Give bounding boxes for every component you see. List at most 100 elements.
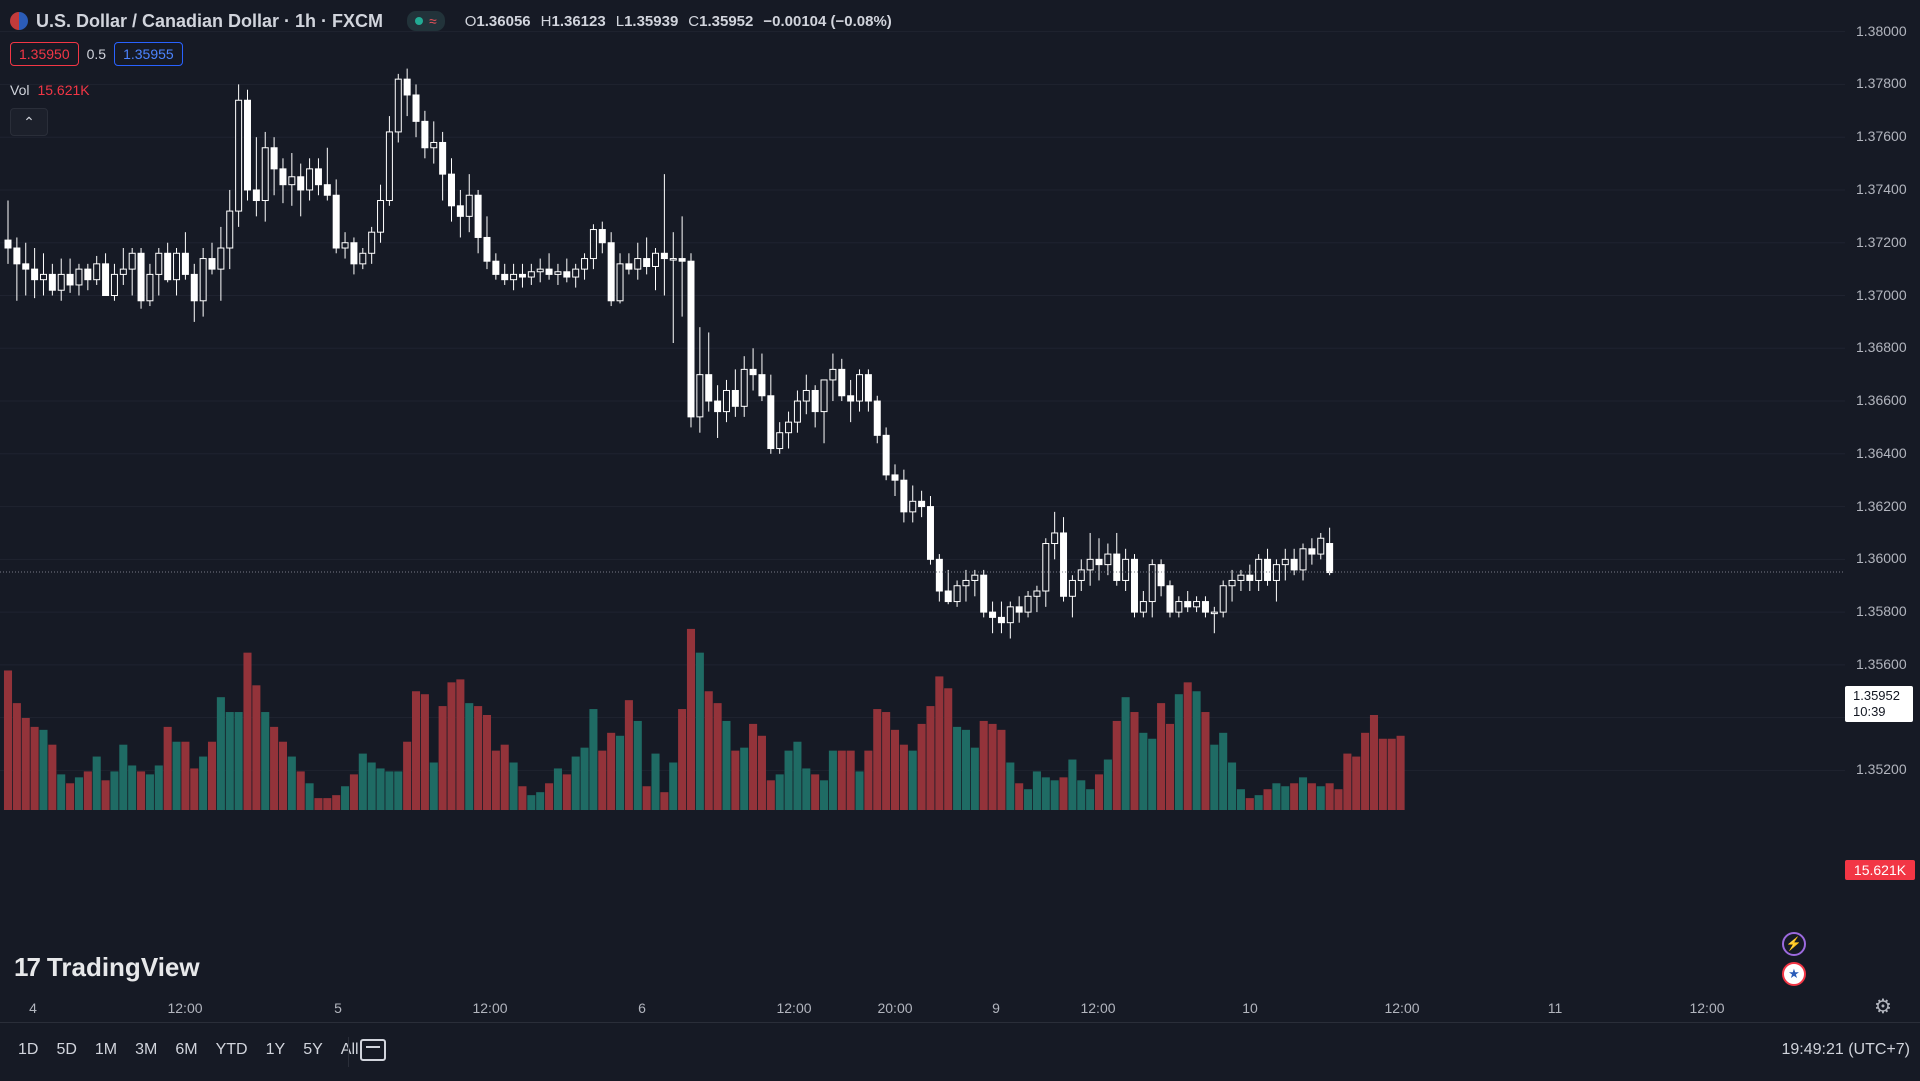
volume-bar [500,744,509,810]
volume-bar [420,694,429,810]
candle [1326,527,1334,576]
range-button-5y[interactable]: 5Y [303,1041,323,1058]
candle [722,379,730,423]
candle-body-up [39,273,47,281]
range-button-5d[interactable]: 5D [56,1041,77,1058]
volume-bar [465,703,474,810]
candle [226,189,234,270]
candle [368,226,376,264]
candle [385,116,393,206]
candle-body-down [350,242,358,265]
candle [714,385,722,438]
candle [1228,569,1236,602]
volume-bar [1086,789,1095,810]
candle [997,601,1005,634]
candle [1042,538,1050,607]
range-button-1y[interactable]: 1Y [265,1041,286,1058]
volume-bar [571,756,580,810]
buy-price-button[interactable]: 1.35955 [114,42,183,66]
candle [616,253,624,304]
candle-body-down [643,258,651,267]
candle-body-down [882,434,890,476]
candle-body-up [173,252,181,281]
volume-bar [225,712,234,810]
candle-body-up [119,268,127,275]
symbol-title[interactable]: U.S. Dollar / Canadian Dollar · 1h · FXC… [36,10,384,31]
volume-bar [216,697,225,810]
volume-bar [1316,786,1325,810]
volume-bar [917,723,926,810]
candle-body-down [483,236,491,262]
range-button-ytd[interactable]: YTD [215,1041,248,1058]
candle [882,427,890,481]
candle-body-down [944,590,952,603]
candle-body-up [971,574,979,581]
range-button-all[interactable]: All [340,1041,359,1058]
volume-bar [908,750,917,810]
volume-bar [1396,735,1405,810]
candle-body-up [1033,590,1041,597]
collapse-legend-button[interactable]: ⌃ [10,108,48,136]
candle-body-up [1255,558,1263,581]
candle-body-up [261,147,269,202]
toolbar-separator [348,1037,349,1067]
volume-bar [154,765,163,810]
time-tick-label: 9 [992,1000,1000,1016]
volume-bar [456,679,465,810]
candle-body-down [518,273,526,278]
candle [518,263,526,288]
range-button-1m[interactable]: 1M [94,1041,118,1058]
candle-body-down [13,247,21,265]
us-flag-event-icon[interactable]: ★ [1782,962,1806,986]
candle [1166,580,1174,618]
volume-bar [1121,697,1130,810]
candle [261,131,269,222]
go-to-date-calendar-icon[interactable] [360,1039,386,1061]
lightning-icon[interactable]: ⚡ [1782,932,1806,956]
market-status-indicator[interactable]: ≈ [407,11,445,31]
range-button-3m[interactable]: 3M [135,1041,158,1058]
volume-bar [518,786,527,810]
candle [669,232,677,343]
volume-bar [447,682,456,810]
volume-bar [128,765,137,810]
volume-bar [12,703,21,810]
time-tick-label: 5 [334,1000,342,1016]
time-tick-label: 12:00 [167,1000,203,1016]
time-tick-label: 12:00 [776,1000,812,1016]
candle [48,263,56,296]
bottom-toolbar: 1D 5D 1M 3M 6M YTD 1Y 5Y All 19:49:21 (UTC+7) [0,1022,1920,1081]
candle-body-up [1068,579,1076,597]
volume-bar [1352,756,1361,810]
volume-bar [278,741,288,810]
candle-body-up [1219,585,1227,613]
bar-countdown: 10:39 [1853,704,1886,719]
candle [660,174,668,296]
candle [208,242,216,275]
candle-body-up [785,421,793,434]
range-button-1d[interactable]: 1D [18,1041,39,1058]
candle-body-up [722,389,730,413]
settings-gear-icon[interactable]: ⚙ [1874,996,1892,1018]
candle [1219,580,1227,618]
volume-bar [1059,777,1068,810]
candle-body-down [989,611,997,618]
candle-body-up [1281,558,1289,566]
candle-body-down [243,99,251,191]
time-tick-label: 4 [29,1000,37,1016]
candle-body-down [332,194,340,249]
sell-price-button[interactable]: 1.35950 [10,42,79,66]
volume-legend[interactable]: Vol 15.621K [10,82,90,98]
timezone-clock[interactable]: 19:49:21 (UTC+7) [1781,1041,1910,1058]
volume-bar [828,750,837,810]
candle [572,263,580,288]
candle-body-up [288,176,296,186]
candle [1272,559,1280,602]
candle-body-down [279,168,287,186]
candle-body-down [84,268,92,281]
range-button-6m[interactable]: 6M [175,1041,198,1058]
volume-bar [1298,777,1308,810]
candle [102,253,110,297]
candle [900,469,908,523]
